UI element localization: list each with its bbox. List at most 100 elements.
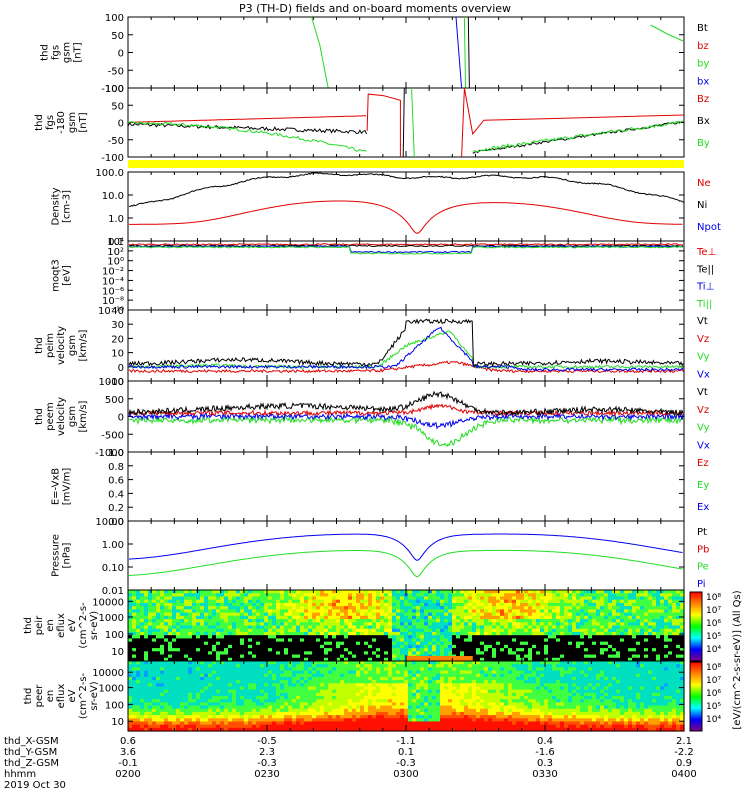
spectrogram-cell xyxy=(384,622,389,627)
spectrogram-cell xyxy=(312,641,317,646)
spectrogram-cell xyxy=(376,657,381,662)
spectrogram-cell xyxy=(168,705,173,710)
spectrogram-cell xyxy=(204,699,209,703)
spectrogram-cell xyxy=(680,615,685,620)
spectrogram-cell xyxy=(664,599,669,604)
spectrogram-cell xyxy=(136,622,141,627)
spectrogram-cell xyxy=(224,651,229,656)
spectrogram-cell xyxy=(148,661,153,665)
spectrogram-cell xyxy=(344,628,349,633)
spectrogram-cell xyxy=(656,631,661,636)
spectrogram-cell xyxy=(188,590,193,594)
spectrogram-cell xyxy=(140,705,145,710)
spectrogram-cell xyxy=(668,638,673,643)
spectrogram-cell xyxy=(164,606,169,610)
spectrogram-cell xyxy=(164,602,169,607)
spectrogram-cell xyxy=(292,644,297,649)
spectrogram-cell xyxy=(480,590,485,594)
spectrogram-cell xyxy=(476,654,481,659)
spectrogram-cell xyxy=(136,635,141,640)
spectrogram-cell xyxy=(544,593,549,598)
spectrogram-cell xyxy=(208,696,213,700)
spectrogram-cell xyxy=(204,696,209,700)
spectrogram-cell xyxy=(524,593,529,598)
spectrogram-cell xyxy=(132,635,137,640)
spectrogram-cell xyxy=(384,644,389,649)
spectrogram-cell xyxy=(180,708,185,713)
spectrogram-cell xyxy=(468,596,473,601)
spectrogram-cell xyxy=(492,654,497,659)
spectrogram-cell xyxy=(128,711,133,716)
spectrogram-cell xyxy=(584,606,589,610)
spectrogram-cell xyxy=(500,602,505,607)
spectrogram-cell xyxy=(316,602,321,607)
spectrogram-cell xyxy=(180,638,185,643)
spectrogram-cell xyxy=(256,673,261,678)
spectrogram-cell xyxy=(160,590,165,594)
spectrogram-cell xyxy=(308,648,313,652)
spectrogram-cell xyxy=(232,724,237,729)
spectrogram-cell xyxy=(412,593,417,598)
spectrogram-cell xyxy=(132,680,137,684)
spectrogram-cell xyxy=(192,619,197,623)
spectrogram-cell xyxy=(352,670,357,675)
spectrogram-cell xyxy=(364,612,369,617)
spectrogram-cell xyxy=(316,727,321,732)
spectrogram-cell xyxy=(352,718,357,723)
y-axis-label: Density xyxy=(51,187,62,225)
spectrogram-cell xyxy=(484,622,489,627)
spectrogram-cell xyxy=(248,702,253,707)
spectrogram-cell xyxy=(148,696,153,700)
spectrogram-cell xyxy=(220,651,225,656)
spectrogram-cell xyxy=(264,664,269,668)
spectrogram-cell xyxy=(620,651,625,656)
spectrogram-cell xyxy=(216,724,221,729)
spectrogram-cell xyxy=(168,612,173,617)
spectrogram-cell xyxy=(520,638,525,643)
spectrogram-cell xyxy=(496,615,501,620)
spectrogram-cell xyxy=(196,718,201,723)
spectrogram-cell xyxy=(324,638,329,643)
spectrogram-cell xyxy=(244,622,249,627)
spectrogram-cell xyxy=(524,631,529,636)
spectrogram-cell xyxy=(140,661,145,665)
spectrogram-cell xyxy=(300,606,305,610)
spectrogram-cell xyxy=(664,593,669,598)
spectrogram-cell xyxy=(500,628,505,633)
spectrogram-cell xyxy=(256,683,261,688)
spectrogram-cell xyxy=(312,692,317,697)
spectrogram-cell xyxy=(256,708,261,713)
spectrogram-cell xyxy=(668,619,673,623)
spectrogram-cell xyxy=(168,670,173,675)
spectrogram-cell xyxy=(524,641,529,646)
spectrogram-cell xyxy=(592,625,597,630)
spectrogram-cell xyxy=(624,593,629,598)
spectrogram-cell xyxy=(628,648,633,652)
spectrogram-cell xyxy=(672,606,677,610)
spectrogram-cell xyxy=(356,619,361,623)
spectrogram-cell xyxy=(444,606,449,610)
y-axis-label: gsm xyxy=(67,335,78,356)
spectrogram-cell xyxy=(292,599,297,604)
spectrogram-cell xyxy=(384,625,389,630)
spectrogram-cell xyxy=(348,609,353,614)
spectrogram-cell xyxy=(128,619,133,623)
spectrogram-cell xyxy=(480,644,485,649)
spectrogram-cell xyxy=(552,615,557,620)
spectrogram-cell xyxy=(596,606,601,610)
spectrogram-cell xyxy=(180,711,185,716)
spectrogram-cell xyxy=(224,612,229,617)
spectrogram-cell xyxy=(160,661,165,665)
spectrogram-cell xyxy=(680,606,685,610)
spectrogram-cell xyxy=(524,651,529,656)
spectrogram-cell xyxy=(220,625,225,630)
spectrogram-cell xyxy=(672,625,677,630)
spectrogram-cell xyxy=(420,609,425,614)
spectrogram-cell xyxy=(244,644,249,649)
spectrogram-cell xyxy=(132,622,137,627)
spectrogram-cell xyxy=(184,673,189,678)
spectrogram-cell xyxy=(384,651,389,656)
spectrogram-cell xyxy=(472,644,477,649)
spectrogram-cell xyxy=(152,651,157,656)
spectrogram-cell xyxy=(336,638,341,643)
